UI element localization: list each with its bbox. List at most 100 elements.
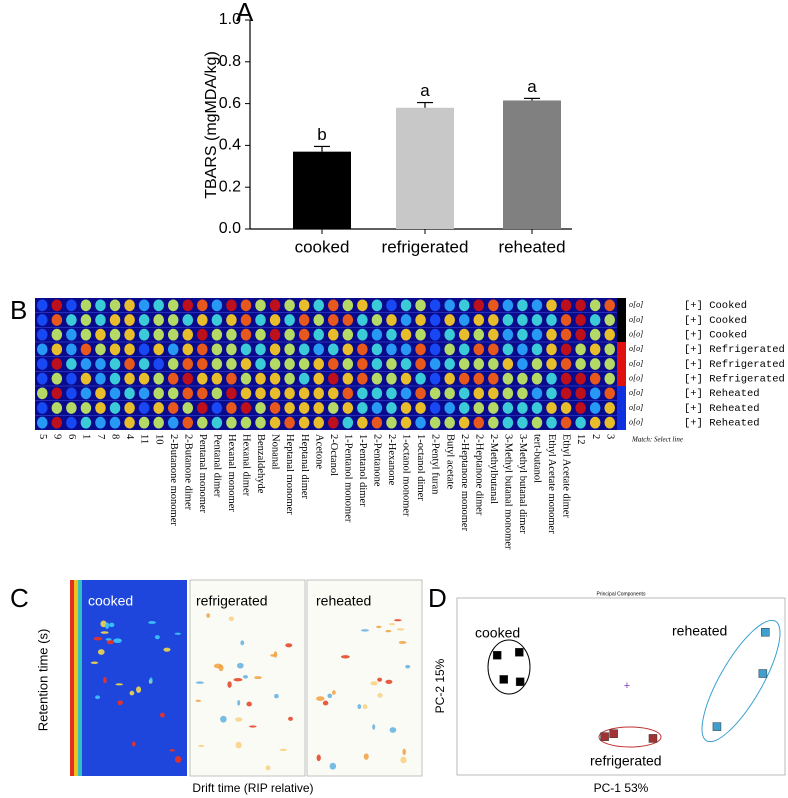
heatmap-spot (357, 343, 368, 356)
heatmap-spot (371, 402, 383, 414)
heatmap-spot (386, 402, 397, 414)
column-label: 11 (139, 434, 150, 444)
heatmap-spot (488, 343, 499, 356)
heatmap-spot (560, 328, 572, 341)
heatmap-spot (546, 328, 557, 341)
heatmap-spot (153, 314, 164, 326)
column-label: Benzaldehyde (255, 434, 266, 494)
heatmap-spot (604, 416, 615, 429)
row-label: [+] Cooked (684, 329, 747, 341)
spectrum-spot (396, 628, 405, 631)
heatmap-spot (575, 328, 586, 341)
heatmap-spot (80, 358, 92, 370)
heatmap-spot (284, 299, 295, 312)
column-label: 2-Pentyl furan (430, 434, 441, 495)
heatmap-spot (444, 314, 455, 326)
heatmap-spot (66, 372, 77, 385)
heatmap-spot (269, 299, 281, 312)
row-marker: o[o] (629, 359, 643, 368)
heatmap-spot (589, 358, 601, 370)
heatmap-spot (167, 343, 179, 356)
spectrum-spot (113, 638, 122, 644)
heatmap-spot (226, 343, 237, 356)
heatmap-spot (342, 402, 354, 414)
point (648, 734, 658, 743)
heatmap-spot (226, 372, 237, 385)
heatmap-spot (298, 416, 310, 429)
column-label: Heptanal monomer (284, 434, 295, 515)
spectrum-spot (100, 631, 109, 634)
heatmap-spot (502, 372, 514, 385)
y-tick-label: 0.6 (219, 95, 241, 112)
heatmap-spot (342, 343, 354, 356)
heatmap-spot (37, 416, 48, 429)
spectrum-spot (93, 636, 103, 641)
row-marker: o[o] (629, 315, 643, 324)
spectrum-spot (131, 741, 136, 747)
heatmap-spot (211, 328, 223, 341)
column-label: 2 (590, 434, 601, 439)
row-label: [+] Refrigerated (684, 373, 785, 385)
spectrum-spot (105, 638, 112, 641)
heatmap-spot (473, 343, 485, 356)
heatmap-spot (66, 328, 77, 341)
heatmap-spot (197, 314, 208, 326)
heatmap-spot (502, 343, 514, 356)
spectrum-panel (70, 580, 187, 776)
x-axis-label: PC-1 53% (594, 781, 649, 795)
heatmap-spot (517, 358, 528, 370)
spectrum-spot (285, 643, 293, 648)
column-label: 2-Heptanone dimer (473, 434, 484, 516)
spectrum-spot (329, 762, 337, 770)
heatmap-spot (153, 299, 164, 312)
spectrum-spot (242, 675, 248, 679)
heatmap-spot (240, 299, 252, 312)
heatmap-spot (167, 314, 179, 326)
heatmap-spot (400, 358, 412, 370)
column-label: Nonanal (270, 434, 281, 470)
heatmap-spot (604, 343, 615, 356)
spectrum-spot (357, 704, 362, 710)
heatmap-spot (357, 358, 368, 370)
heatmap-spot (429, 299, 441, 312)
heatmap-spot (328, 358, 339, 370)
spectrum-spot (393, 619, 402, 622)
column-label: 1 (81, 434, 92, 439)
heatmap-spot (124, 416, 135, 429)
heatmap-spot (37, 299, 48, 312)
row-label: [+] Reheated (684, 388, 760, 400)
heatmap-spot (138, 328, 150, 341)
heatmap-spot (604, 314, 615, 326)
heatmap-spot (357, 299, 368, 312)
heatmap-spot (182, 299, 194, 312)
heatmap-spot (51, 299, 63, 312)
heatmap-spot (502, 328, 514, 341)
column-label: 6 (66, 434, 77, 439)
heatmap-spot (546, 372, 557, 385)
spectrum-spot (253, 676, 262, 680)
group-bar (617, 342, 626, 386)
heatmap-spot (255, 416, 266, 429)
y-axis-label: Retention time (s) (35, 629, 50, 732)
heatmap-spot (109, 328, 121, 341)
heatmap-spot (313, 387, 324, 400)
heatmap-spot (138, 314, 150, 326)
heatmap-spot (51, 358, 63, 370)
y-axis-label: PC-2 15% (433, 658, 447, 713)
row-marker: o[o] (629, 403, 643, 412)
heatmap-spot (531, 314, 543, 326)
heatmap-spot (429, 328, 441, 341)
heatmap-spot (298, 314, 310, 326)
heatmap-spot (488, 387, 499, 400)
group-ellipse (487, 639, 531, 695)
y-tick-label: 0.4 (219, 137, 241, 154)
heatmap-spot (342, 314, 354, 326)
heatmap-spot (357, 372, 368, 385)
heatmap-spot (37, 372, 48, 385)
spectrum-spot (327, 693, 333, 699)
column-label: Hexanal monomer (226, 434, 237, 512)
heatmap-spot (298, 328, 310, 341)
heatmap-spot (51, 416, 63, 429)
heatmap-spot (357, 416, 368, 429)
heatmap-spot (313, 402, 324, 414)
